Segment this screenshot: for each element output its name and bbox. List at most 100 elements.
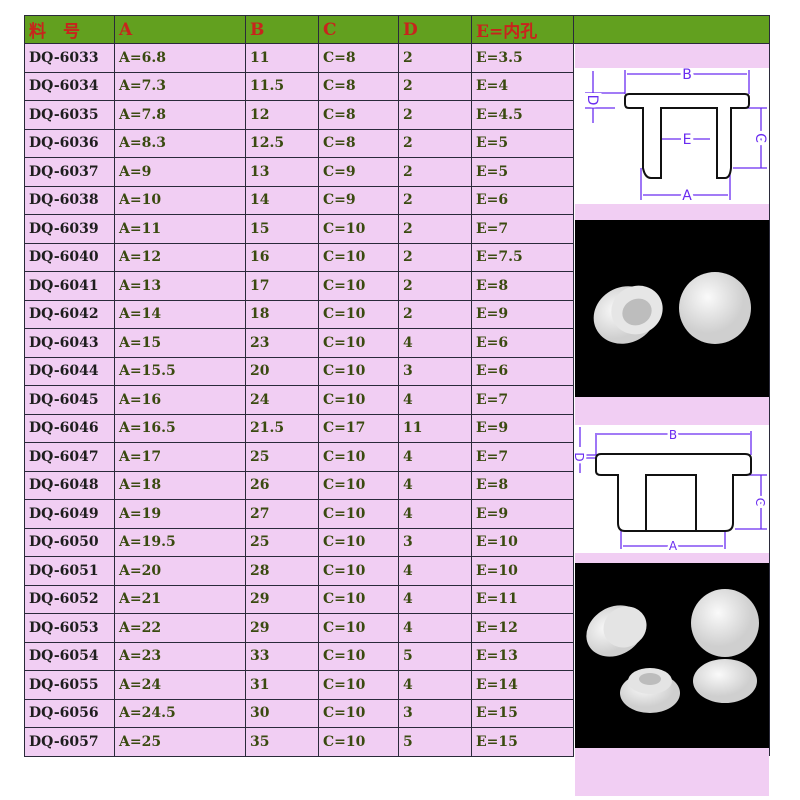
cell-d: 2 [398, 43, 472, 73]
column-header-b: B [245, 15, 319, 44]
cell-b: 30 [245, 698, 319, 728]
cell-e: E=7 [471, 442, 574, 472]
cell-c: C=10 [318, 470, 399, 500]
cell-a: A=18 [114, 470, 246, 500]
cell-a: A=20 [114, 556, 246, 586]
cell-e: E=10 [471, 527, 574, 557]
cell-e: E=13 [471, 641, 574, 671]
cell-part-number: DQ-6049 [24, 499, 115, 529]
cell-d: 2 [398, 100, 472, 130]
cell-c: C=10 [318, 242, 399, 272]
cell-a: A=24.5 [114, 698, 246, 728]
cell-e: E=6 [471, 328, 574, 358]
label-e: E [683, 132, 692, 148]
cell-b: 18 [245, 299, 319, 329]
cell-d: 3 [398, 356, 472, 386]
cell-c: C=8 [318, 128, 399, 158]
cell-b: 26 [245, 470, 319, 500]
cell-part-number: DQ-6054 [24, 641, 115, 671]
cell-a: A=15 [114, 328, 246, 358]
cell-part-number: DQ-6033 [24, 43, 115, 73]
cell-c: C=10 [318, 698, 399, 728]
cell-a: A=16 [114, 385, 246, 415]
cell-b: 17 [245, 271, 319, 301]
cell-e: E=11 [471, 584, 574, 614]
cell-d: 4 [398, 328, 472, 358]
cell-b: 25 [245, 527, 319, 557]
cell-part-number: DQ-6047 [24, 442, 115, 472]
label-d: D [584, 95, 600, 106]
column-header-a: A [114, 15, 246, 44]
cell-part-number: DQ-6041 [24, 271, 115, 301]
label-b: B [682, 68, 692, 83]
cell-b: 11.5 [245, 71, 319, 101]
cell-e: E=4.5 [471, 100, 574, 130]
cell-b: 12 [245, 100, 319, 130]
cell-b: 27 [245, 499, 319, 529]
cell-e: E=6 [471, 356, 574, 386]
cell-a: A=7.3 [114, 71, 246, 101]
cell-part-number: DQ-6045 [24, 385, 115, 415]
cell-part-number: DQ-6040 [24, 242, 115, 272]
cell-b: 20 [245, 356, 319, 386]
cell-e: E=5 [471, 157, 574, 187]
cell-e: E=3.5 [471, 43, 574, 73]
cell-b: 11 [245, 43, 319, 73]
cell-d: 3 [398, 698, 472, 728]
cell-d: 2 [398, 157, 472, 187]
cell-d: 11 [398, 413, 472, 443]
cell-c: C=10 [318, 299, 399, 329]
cell-d: 4 [398, 613, 472, 643]
cell-b: 29 [245, 584, 319, 614]
cell-a: A=19.5 [114, 527, 246, 557]
cell-a: A=23 [114, 641, 246, 671]
cell-part-number: DQ-6043 [24, 328, 115, 358]
cell-part-number: DQ-6036 [24, 128, 115, 158]
cell-part-number: DQ-6053 [24, 613, 115, 643]
cell-a: A=25 [114, 727, 246, 757]
cell-a: A=6.8 [114, 43, 246, 73]
cell-part-number: DQ-6044 [24, 356, 115, 386]
cell-c: C=9 [318, 157, 399, 187]
cell-d: 3 [398, 527, 472, 557]
cell-b: 24 [245, 385, 319, 415]
cell-a: A=22 [114, 613, 246, 643]
cell-c: C=10 [318, 214, 399, 244]
cell-c: C=10 [318, 584, 399, 614]
cell-b: 25 [245, 442, 319, 472]
product-photo-1 [575, 220, 769, 397]
cell-c: C=10 [318, 670, 399, 700]
cell-a: A=16.5 [114, 413, 246, 443]
cell-c: C=17 [318, 413, 399, 443]
cell-d: 2 [398, 71, 472, 101]
cell-a: A=15.5 [114, 356, 246, 386]
label-a: A [669, 539, 678, 553]
cell-part-number: DQ-6042 [24, 299, 115, 329]
cell-c: C=10 [318, 556, 399, 586]
cell-c: C=8 [318, 71, 399, 101]
cell-a: A=10 [114, 185, 246, 215]
cell-part-number: DQ-6039 [24, 214, 115, 244]
cell-e: E=4 [471, 71, 574, 101]
cell-b: 31 [245, 670, 319, 700]
cell-part-number: DQ-6052 [24, 584, 115, 614]
table-row: DQ-6054 A=23 33 C=10 5 E=13 [24, 641, 770, 671]
cell-part-number: DQ-6048 [24, 470, 115, 500]
cell-e: E=14 [471, 670, 574, 700]
label-d: D [575, 452, 586, 461]
cell-d: 4 [398, 556, 472, 586]
cell-a: A=21 [114, 584, 246, 614]
cell-a: A=11 [114, 214, 246, 244]
cell-d: 2 [398, 299, 472, 329]
cell-d: 5 [398, 727, 472, 757]
cell-c: C=8 [318, 43, 399, 73]
cell-c: C=10 [318, 442, 399, 472]
cell-e: E=7 [471, 385, 574, 415]
cell-part-number: DQ-6038 [24, 185, 115, 215]
cell-a: A=17 [114, 442, 246, 472]
cell-part-number: DQ-6051 [24, 556, 115, 586]
column-header-e: E=内孔 [471, 15, 574, 44]
cell-c: C=10 [318, 356, 399, 386]
cell-c: C=10 [318, 527, 399, 557]
cell-d: 4 [398, 385, 472, 415]
